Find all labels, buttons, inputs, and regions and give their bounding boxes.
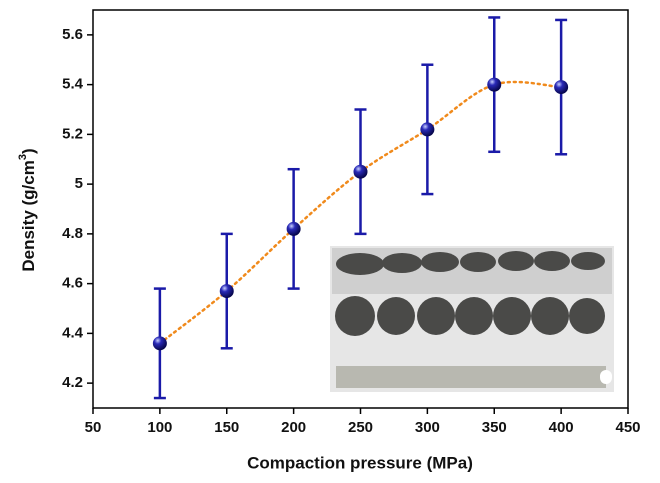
y-tick-label: 5.2 (62, 125, 83, 142)
data-point (286, 221, 301, 236)
data-point (554, 80, 569, 95)
x-tick-label: 100 (147, 419, 172, 436)
x-axis-label: Compaction pressure (MPa) (247, 453, 473, 472)
y-tick-label: 5 (75, 175, 83, 192)
y-tick-label: 4.8 (62, 225, 83, 242)
y-tick-label: 5.4 (62, 76, 84, 93)
x-tick-label: 350 (482, 419, 507, 436)
data-point (152, 336, 167, 351)
data-point (487, 77, 502, 92)
x-tick-label: 150 (214, 419, 239, 436)
x-tick-label: 450 (615, 419, 640, 436)
data-point (353, 164, 368, 179)
y-label-sup: 3 (17, 154, 29, 160)
y-tick-label: 4.2 (62, 374, 83, 391)
y-label-suffix: ) (19, 148, 38, 154)
y-tick-label: 4.6 (62, 275, 83, 292)
x-tick-label: 300 (415, 419, 440, 436)
x-tick-label: 400 (549, 419, 574, 436)
inset-photo (330, 246, 614, 392)
x-tick-label: 200 (281, 419, 306, 436)
data-point (219, 284, 234, 299)
y-tick-label: 5.6 (62, 26, 83, 43)
y-axis-label: Density (g/cm3) (17, 148, 39, 271)
y-tick-label: 4.4 (62, 324, 84, 341)
x-tick-label: 250 (348, 419, 373, 436)
y-label-text: Density (g/cm (19, 160, 38, 271)
data-point (420, 122, 435, 137)
x-tick-label: 50 (85, 419, 102, 436)
